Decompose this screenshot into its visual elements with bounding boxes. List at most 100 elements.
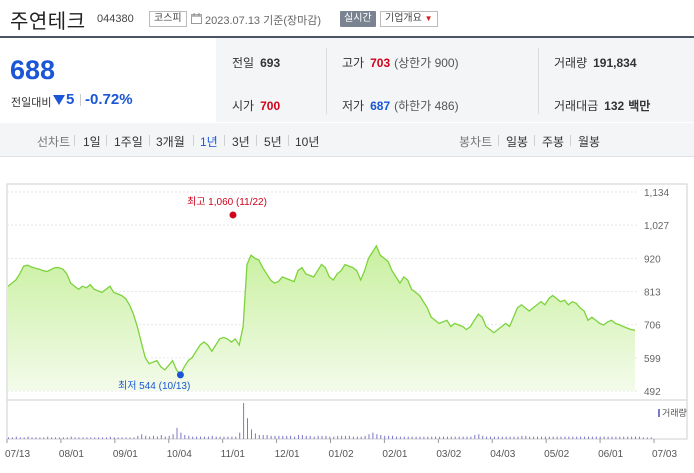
lower-limit: (하한가 486): [394, 99, 459, 113]
line-chart-label: 선차트: [37, 135, 71, 149]
divider: [193, 135, 194, 146]
trade-value: 거래대금 132 백만: [554, 97, 650, 114]
volume-bar: [376, 434, 378, 439]
low-price: 저가 687 (하한가 486): [342, 97, 459, 114]
volume-bar: [51, 437, 53, 439]
trade-value-label: 거래대금: [554, 99, 599, 113]
volume-bar: [305, 435, 307, 439]
volume-bar: [584, 436, 586, 439]
volume-bar: [607, 436, 609, 439]
volume-bar: [109, 436, 111, 439]
tab-1y[interactable]: 1년: [200, 135, 218, 149]
volume-bar: [427, 436, 429, 439]
tab-1w[interactable]: 1주일: [114, 135, 143, 149]
volume-bar: [125, 437, 127, 439]
volume-bar: [184, 435, 186, 439]
volume-bar: [396, 436, 397, 439]
high-value: 703: [370, 56, 391, 70]
volume-bar: [294, 436, 296, 439]
open-price: 시가 700: [232, 97, 280, 114]
volume-bar: [631, 436, 633, 439]
change-value: 5: [66, 91, 75, 108]
divider: [326, 48, 327, 114]
volume-bar: [321, 435, 323, 439]
tab-daily-candle[interactable]: 일봉: [506, 135, 529, 149]
volume-bar: [454, 436, 456, 439]
volume-bar: [172, 434, 174, 439]
volume-bar: [337, 435, 339, 439]
volume-bar: [329, 436, 331, 439]
volume-bar: [31, 437, 33, 439]
low-value: 687: [370, 99, 391, 113]
chart-period-tabs: 선차트 1일 1주일 3개월 1년 3년 5년 10년 봉차트 일봉 주봉 월봉: [0, 123, 694, 157]
volume-bar: [431, 436, 433, 439]
volume-bar: [541, 436, 542, 439]
volume-bar: [278, 435, 280, 439]
volume-bar: [62, 437, 64, 439]
volume-bar: [137, 435, 139, 439]
tab-5y[interactable]: 5년: [264, 135, 282, 149]
volume-bar: [15, 436, 17, 439]
volume-bar: [207, 436, 209, 439]
calendar-icon: [191, 13, 202, 24]
x-tick-label: 11/01: [221, 449, 246, 460]
volume-bar: [650, 437, 652, 439]
volume-bar: [43, 437, 45, 439]
tab-3y[interactable]: 3년: [232, 135, 250, 149]
tab-1d[interactable]: 1일: [83, 135, 101, 149]
volume-bar: [419, 436, 421, 439]
open-label: 시가: [232, 99, 255, 113]
tab-10y[interactable]: 10년: [295, 135, 320, 149]
volume-bar: [153, 435, 154, 439]
divider: [106, 135, 107, 146]
volume-bar: [180, 432, 182, 439]
current-price: 688: [10, 55, 56, 85]
volume-bar: [599, 436, 601, 439]
price-chart[interactable]: 1,134 1,027 920 813 706 599 492 최고 1,060 (11/22…: [0, 160, 694, 473]
max-annotation: 최고 1,060 (11/22): [187, 196, 267, 208]
volume-bar: [591, 436, 593, 439]
volume-bar: [568, 436, 570, 439]
volume-bar: [156, 436, 158, 439]
volume-bar: [384, 435, 386, 439]
volume-bar: [372, 432, 374, 439]
volume-bar: [149, 436, 151, 439]
trade-value-unit: 백만: [628, 99, 651, 113]
volume-bar: [501, 436, 503, 439]
volume-bar: [642, 437, 644, 439]
volume-bar: [439, 436, 441, 439]
tab-monthly-candle[interactable]: 월봉: [578, 135, 601, 149]
volume-bar: [646, 437, 648, 439]
chart-frame: [6, 183, 688, 440]
volume-bar: [266, 435, 268, 439]
volume-bar: [196, 436, 198, 439]
x-tick-label: 01/02: [329, 449, 354, 460]
y-tick-label: 706: [644, 321, 661, 332]
volume-bar: [360, 436, 362, 439]
tab-weekly-candle[interactable]: 주봉: [542, 135, 565, 149]
volume-bar: [70, 436, 72, 439]
realtime-button[interactable]: 실시간: [340, 11, 376, 27]
volume-bar: [254, 433, 256, 439]
volume-bar: [517, 436, 519, 439]
volume-bar: [462, 436, 464, 439]
company-overview-button[interactable]: 기업개요 ▼: [380, 11, 438, 27]
volume-bar: [595, 436, 597, 439]
volume-bar: [192, 436, 194, 439]
divider: [149, 135, 150, 146]
volume-bar: [509, 436, 511, 439]
volume-bar: [58, 437, 60, 439]
x-tick-label: 08/01: [59, 449, 84, 460]
volume-bar: [117, 437, 119, 439]
x-tick-label: 05/02: [544, 449, 569, 460]
tab-3m[interactable]: 3개월: [156, 135, 185, 149]
change-divider: [80, 94, 81, 106]
volume-bar: [78, 437, 80, 439]
volume-legend-swatch: [658, 409, 660, 417]
market-badge: 코스피: [149, 11, 187, 27]
volume-bar: [113, 437, 115, 439]
volume-bar: [356, 436, 358, 439]
divider: [288, 135, 289, 146]
volume-bar: [227, 436, 229, 439]
x-tick-label: 09/01: [113, 449, 138, 460]
